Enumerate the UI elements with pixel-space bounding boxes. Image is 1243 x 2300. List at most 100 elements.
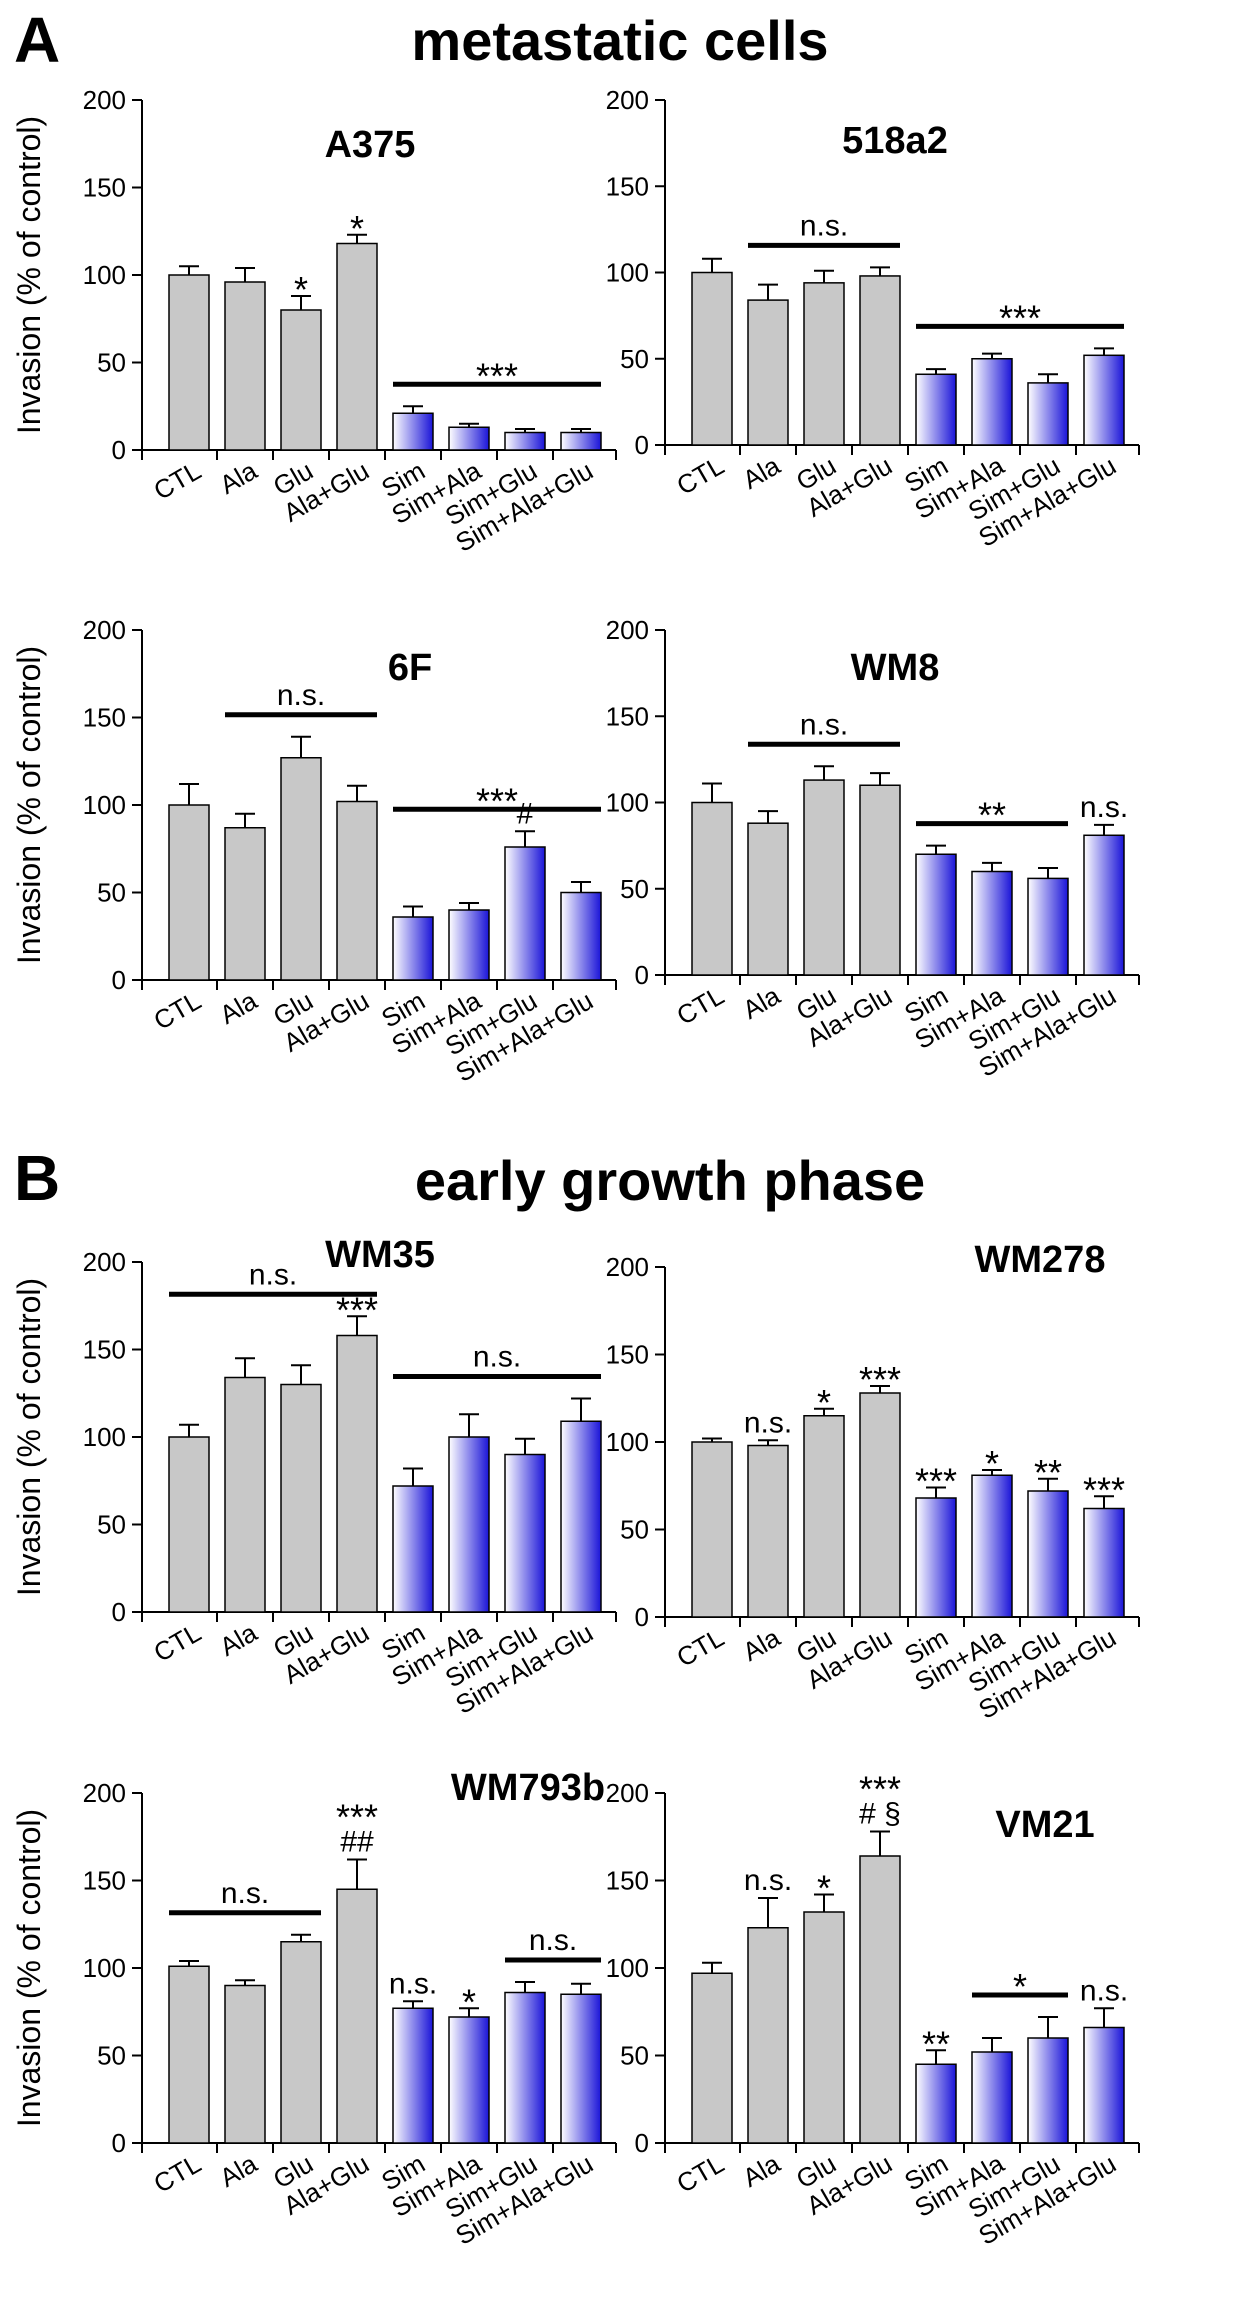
y-tick-label: 150: [606, 1866, 649, 1896]
bar-sim-ala: [971, 870, 1013, 976]
y-tick-label: 150: [606, 701, 649, 731]
x-tick-label: Ala: [214, 455, 262, 500]
significance-mark: ##: [340, 1826, 374, 1859]
bar-sim-ala: [971, 1474, 1013, 1618]
y-tick-label: 0: [112, 1597, 126, 1627]
significance-mark: *: [817, 1868, 831, 1909]
y-tick-label: 0: [112, 2128, 126, 2158]
y-tick-label: 0: [112, 965, 126, 995]
significance-mark: ***: [859, 1359, 901, 1400]
x-tick-label: CTL: [148, 1617, 206, 1668]
bar-sim: [915, 853, 957, 976]
bar-glu: [280, 309, 322, 451]
bar-ala: [224, 827, 266, 981]
significance-mark: n.s.: [744, 1864, 792, 1897]
x-tick-label: CTL: [671, 1622, 729, 1673]
bar-ala: [224, 281, 266, 451]
significance-mark: ***: [1083, 1469, 1125, 1510]
bar-ala-glu: [859, 784, 901, 976]
bar-ala: [747, 299, 789, 446]
section-title-a: metastatic cells: [411, 9, 828, 72]
bar-ala-glu: [336, 1888, 378, 2144]
bar-sim-glu: [1027, 2037, 1069, 2144]
bracket-label: n.s.: [221, 1877, 269, 1910]
chart-panel-0: A375 0 50 100 150 200 Invasion (% of control) C…: [11, 85, 617, 558]
x-tick-label: Ala: [737, 2148, 785, 2193]
bracket-label: ***: [999, 297, 1041, 338]
bar-sim-ala-glu: [560, 1420, 602, 1613]
chart-title: WM8: [851, 647, 940, 689]
significance-mark: n.s.: [1080, 1974, 1128, 2007]
x-tick-label: Ala: [737, 980, 785, 1025]
bar-sim-ala-glu: [560, 431, 602, 451]
significance-mark: *: [350, 208, 364, 249]
bar-glu: [803, 1911, 845, 2144]
bar-ala-glu: [336, 1334, 378, 1613]
bar-ctl: [168, 274, 210, 451]
bar-sim-ala-glu: [1083, 834, 1125, 976]
significance-mark: *: [462, 1981, 476, 2022]
chart-title: VM21: [995, 1804, 1094, 1846]
bar-glu: [280, 1941, 322, 2144]
y-tick-label: 200: [83, 1247, 126, 1277]
bar-ala: [224, 1984, 266, 2144]
y-tick-label: 100: [606, 1953, 649, 1983]
x-tick-label: CTL: [148, 2148, 206, 2199]
bar-ala: [224, 1376, 266, 1613]
chart-panel-2: 6F 0 50 100 150 200 Invasion (% of control) CTL…: [11, 615, 617, 1088]
x-tick-label: Ala: [737, 1622, 785, 1667]
y-tick-label: 50: [620, 874, 649, 904]
y-tick-label: 100: [83, 1953, 126, 1983]
bar-glu: [280, 1383, 322, 1613]
significance-mark: ***: [915, 1461, 957, 1502]
bar-glu: [803, 1415, 845, 1618]
x-tick-label: Ala: [214, 1617, 262, 1662]
y-axis-label: Invasion (% of control): [11, 116, 47, 434]
y-tick-label: 0: [635, 1602, 649, 1632]
y-tick-label: 100: [83, 260, 126, 290]
bar-sim: [915, 2063, 957, 2144]
bar-sim-glu: [1027, 1490, 1069, 1618]
bracket-label: n.s.: [277, 679, 325, 712]
bracket-label: ***: [476, 355, 518, 396]
bar-sim-glu: [1027, 877, 1069, 976]
significance-mark: *: [985, 1443, 999, 1484]
bar-sim-ala-glu: [1083, 2026, 1125, 2144]
bar-sim-ala-glu: [560, 1993, 602, 2144]
bar-sim: [392, 412, 434, 451]
bar-ctl: [168, 804, 210, 981]
x-tick-label: CTL: [671, 980, 729, 1031]
bar-sim-glu: [1027, 382, 1069, 446]
bracket-label: ***: [476, 780, 518, 821]
section-title-b: early growth phase: [415, 1149, 925, 1212]
x-tick-label: Ala: [214, 985, 262, 1030]
y-tick-label: 100: [606, 258, 649, 288]
bar-ala: [747, 1927, 789, 2144]
x-tick-label: Ala: [214, 2148, 262, 2193]
section-letter-a: A: [14, 4, 60, 76]
y-tick-label: 200: [606, 1252, 649, 1282]
chart-panel-5: WM278050100150200CTLn.s.Ala*Glu***Ala+Gl…: [606, 1239, 1140, 1725]
significance-mark: n.s.: [389, 1967, 437, 2000]
bar-ala-glu: [859, 1855, 901, 2144]
significance-mark: ***: [336, 1797, 378, 1838]
y-tick-label: 200: [606, 1778, 649, 1808]
y-tick-label: 0: [635, 2128, 649, 2158]
y-tick-label: 150: [83, 173, 126, 203]
y-axis-label: Invasion (% of control): [11, 646, 47, 964]
bar-ctl: [691, 1972, 733, 2144]
bar-sim-ala: [971, 2051, 1013, 2144]
bar-ctl: [168, 1436, 210, 1613]
y-tick-label: 150: [606, 171, 649, 201]
y-tick-label: 50: [97, 878, 126, 908]
bar-ala-glu: [336, 800, 378, 981]
y-tick-label: 0: [635, 430, 649, 460]
bar-ctl: [691, 801, 733, 976]
y-tick-label: 50: [97, 348, 126, 378]
y-tick-label: 200: [83, 1778, 126, 1808]
significance-mark: n.s.: [744, 1406, 792, 1439]
y-tick-label: 100: [606, 788, 649, 818]
significance-mark: # §: [859, 1798, 901, 1831]
